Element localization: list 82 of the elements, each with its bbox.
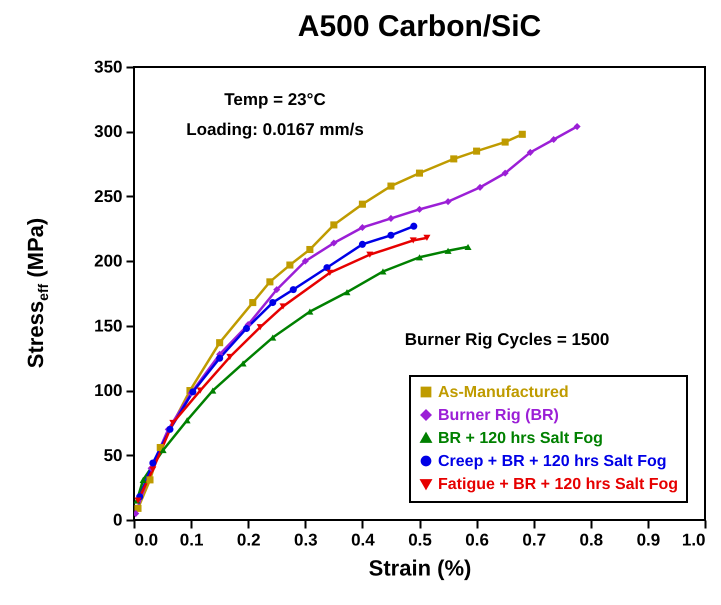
y-tick-label: 250: [94, 186, 122, 206]
point: [379, 268, 386, 275]
chart-title: A500 Carbon/SiC: [298, 10, 542, 43]
legend-label: Fatigue + BR + 120 hrs Salt Fog: [438, 476, 678, 493]
point: [216, 354, 224, 362]
x-tick-label: 0.7: [522, 530, 546, 550]
annotation: Temp = 23°C: [224, 90, 326, 109]
y-tick-label: 100: [94, 381, 122, 400]
x-tick-label: 0.0: [134, 530, 158, 550]
point: [450, 155, 458, 162]
point: [410, 222, 418, 230]
point: [444, 248, 452, 254]
legend-label: BR + 120 hrs Salt Fog: [438, 430, 603, 447]
point: [196, 388, 204, 394]
x-axis-title: Strain (%): [368, 556, 472, 580]
legend-label: As-Manufactured: [438, 384, 569, 401]
point: [416, 170, 424, 177]
y-tick-label: 350: [94, 58, 122, 76]
point: [160, 447, 167, 454]
point: [290, 286, 297, 294]
point: [266, 278, 274, 286]
point: [330, 221, 338, 228]
point: [387, 214, 394, 222]
point: [209, 388, 216, 394]
point: [518, 130, 526, 138]
point: [343, 289, 351, 296]
point: [134, 504, 142, 512]
y-tick-label: 150: [94, 316, 122, 336]
x-tick-label: 1.0: [682, 530, 706, 550]
point: [149, 460, 156, 467]
point: [416, 254, 424, 260]
x-tick-label: 0.6: [465, 530, 489, 550]
point: [423, 234, 430, 241]
point: [242, 324, 250, 332]
point: [216, 339, 224, 346]
point: [502, 138, 509, 146]
point: [273, 286, 280, 294]
point: [286, 261, 294, 269]
annotation: Burner Rig Cycles = 1500: [404, 330, 610, 349]
point: [366, 252, 374, 258]
point: [326, 270, 334, 276]
point: [306, 308, 314, 315]
y-tick-label: 0: [113, 510, 122, 530]
point: [269, 299, 276, 306]
point: [169, 420, 176, 426]
x-tick-label: 0.9: [636, 530, 660, 550]
point: [249, 299, 256, 306]
x-tick-label: 0.1: [180, 530, 204, 550]
x-tick-label: 0.3: [294, 530, 318, 550]
point: [184, 417, 191, 424]
point: [358, 240, 366, 248]
y-tick-label: 300: [94, 122, 122, 142]
point: [387, 232, 394, 239]
point: [550, 136, 558, 144]
legend-label: Creep + BR + 120 hrs Salt Fog: [438, 453, 667, 470]
point: [502, 170, 509, 177]
point: [323, 264, 331, 272]
y-tick-label: 200: [94, 252, 122, 271]
point: [146, 476, 154, 484]
point: [330, 239, 338, 247]
legend-label: Burner Rig (BR): [438, 407, 559, 424]
x-tick-label: 0.5: [408, 530, 432, 550]
x-tick-label: 0.4: [351, 530, 376, 550]
point: [387, 182, 394, 190]
annotation: Loading: 0.0167 mm/s: [186, 120, 364, 139]
x-tick-label: 0.2: [236, 530, 261, 550]
point: [476, 184, 484, 191]
point: [444, 198, 452, 206]
point: [416, 206, 424, 213]
point: [226, 354, 234, 360]
point: [358, 224, 366, 232]
point: [306, 246, 314, 254]
point: [358, 200, 366, 208]
y-tick-label: 50: [104, 446, 122, 465]
point: [302, 258, 309, 265]
x-tick-label: 0.8: [579, 530, 604, 550]
point: [526, 148, 534, 156]
point: [473, 148, 480, 155]
point: [410, 237, 417, 244]
point: [574, 123, 581, 130]
point: [464, 244, 472, 250]
point: [140, 476, 147, 483]
